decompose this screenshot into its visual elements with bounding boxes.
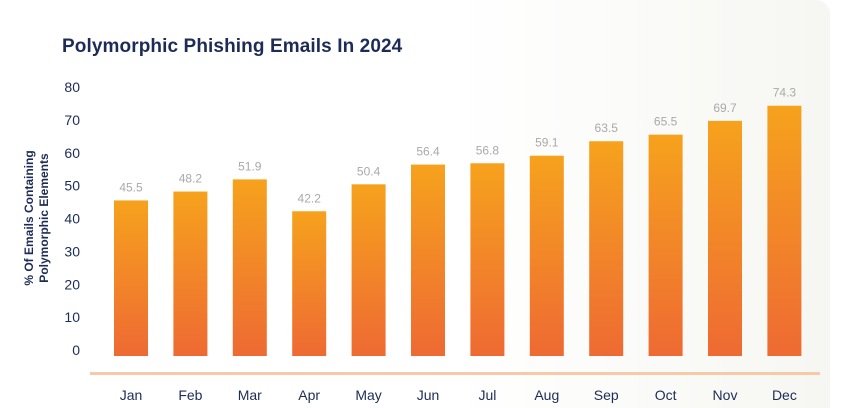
x-tick-label-nov: Nov xyxy=(713,387,738,403)
y-tick-label: 60 xyxy=(64,145,80,161)
bar-jul xyxy=(470,163,505,356)
y-tick-label: 20 xyxy=(64,276,80,292)
y-tick-label: 30 xyxy=(64,243,80,259)
bar-nov xyxy=(708,120,742,356)
y-tick-label: 10 xyxy=(64,309,80,325)
y-tick-label: 50 xyxy=(64,178,80,194)
x-tick-label-apr: Apr xyxy=(298,387,320,403)
page-margin xyxy=(830,0,841,408)
y-axis-title-line-1: % Of Emails Containing xyxy=(22,150,36,285)
bar-sep xyxy=(589,141,624,356)
y-tick-label: 0 xyxy=(72,342,80,358)
data-label-sep: 63.5 xyxy=(595,121,619,135)
bar-jun xyxy=(411,164,445,356)
y-axis-title: % Of Emails Containing Polymorphic Eleme… xyxy=(22,150,51,285)
x-tick-label-may: May xyxy=(355,387,381,403)
data-label-aug: 59.1 xyxy=(535,136,559,150)
y-tick-label: 80 xyxy=(64,79,80,95)
data-label-jul: 56.8 xyxy=(476,143,500,157)
data-label-may: 50.4 xyxy=(357,164,381,178)
x-tick-label-dec: Dec xyxy=(772,387,797,403)
data-label-feb: 48.2 xyxy=(179,172,203,186)
bars xyxy=(114,105,802,357)
data-label-nov: 69.7 xyxy=(713,101,737,115)
bar-may xyxy=(351,184,386,356)
x-tick-label-mar: Mar xyxy=(238,387,262,403)
data-labels: 45.5 48.2 51.9 42.2 50.4 56.4 56.8 59.1 63.5 65.5… xyxy=(119,86,796,206)
data-label-apr: 42.2 xyxy=(298,191,322,205)
x-axis-ticks: Jan Feb Mar Apr May Jun Jul Aug Sep Oct Nov Dec xyxy=(120,387,797,403)
bar-feb xyxy=(173,191,208,356)
bar-oct xyxy=(648,134,683,356)
data-label-oct: 65.5 xyxy=(654,115,678,129)
x-tick-label-feb: Feb xyxy=(178,387,202,403)
chart-title: Polymorphic Phishing Emails In 2024 xyxy=(62,36,403,57)
bar-dec xyxy=(767,105,802,357)
x-tick-label-jan: Jan xyxy=(120,387,143,403)
x-axis-baseline xyxy=(90,372,820,375)
data-label-jan: 45.5 xyxy=(119,180,143,194)
y-tick-label: 40 xyxy=(64,211,80,227)
x-tick-label-oct: Oct xyxy=(655,387,677,403)
data-label-dec: 74.3 xyxy=(773,86,797,100)
x-tick-label-jun: Jun xyxy=(417,387,440,403)
x-tick-label-jul: Jul xyxy=(478,387,496,403)
y-tick-label: 70 xyxy=(64,112,80,128)
y-axis-title-line-2: Polymorphic Elements xyxy=(37,153,51,283)
data-label-mar: 51.9 xyxy=(238,159,262,173)
bar-apr xyxy=(292,211,327,356)
bar-mar xyxy=(232,179,267,356)
x-tick-label-sep: Sep xyxy=(594,387,619,403)
data-label-jun: 56.4 xyxy=(416,145,440,159)
bar-jan xyxy=(114,200,148,356)
x-tick-label-aug: Aug xyxy=(534,387,559,403)
y-axis-ticks: 0 10 20 30 40 50 60 70 80 xyxy=(64,79,80,358)
bar-aug xyxy=(529,155,564,356)
